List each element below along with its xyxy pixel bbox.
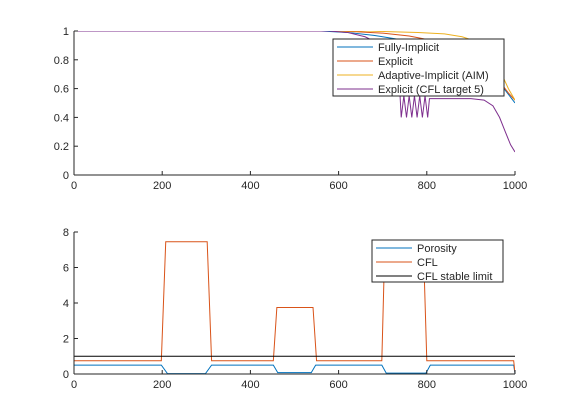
y-tick-label: 0 [63,369,69,381]
legend-box [332,38,505,97]
y-tick-label: 8 [63,227,69,239]
x-tick-label: 0 [71,180,77,192]
y-tick-label: 0.2 [54,141,69,153]
x-tick-label: 600 [329,379,347,391]
y-tick-label: 1 [63,26,69,38]
x-tick-label: 800 [418,180,436,192]
top-axes: 0 200 400 600 800 1000 0 0.2 0.4 0.6 0.8 1 Fully-Imp… [54,26,528,192]
legend-label: Fully-Implicit [378,42,439,54]
legend-box [371,239,504,283]
x-tick-label: 200 [153,379,171,391]
x-tick-label: 0 [71,379,77,391]
series-line-cfl [74,241,515,374]
x-tick-label: 800 [418,379,436,391]
y-tick-label: 0.4 [54,112,69,124]
y-tick-label: 0 [63,170,69,182]
x-tick-label: 400 [241,180,259,192]
legend-label: CFL [417,257,438,269]
y-tick-label: 0.6 [54,84,69,96]
y-tick-label: 0.8 [54,55,69,67]
y-tick-label: 6 [63,263,69,275]
x-tick-label: 1000 [503,379,527,391]
y-tick-label: 2 [63,334,69,346]
legend-label: Adaptive-Implicit (AIM) [378,70,489,82]
x-tick-label: 400 [241,379,259,391]
legend-label: Explicit (CFL target 5) [378,84,484,96]
x-tick-label: 600 [329,180,347,192]
x-tick-label: 1000 [503,180,527,192]
legend-label: Porosity [417,243,457,255]
x-tick-label: 200 [153,180,171,192]
legend-label: Explicit [378,56,413,68]
bottom-axes: 0 200 400 600 800 1000 0 2 4 6 8 Porosity CFL CFL sta… [63,227,527,391]
y-tick-label: 4 [63,298,69,310]
legend-label: CFL stable limit [417,271,492,283]
